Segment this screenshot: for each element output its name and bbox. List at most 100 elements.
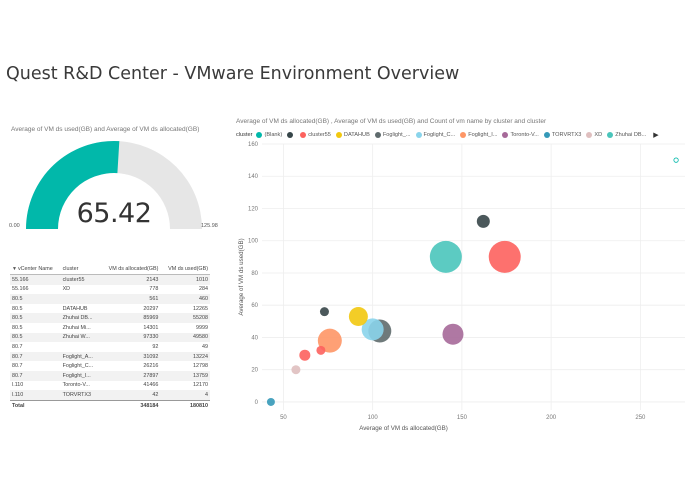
table-row[interactable]: 80.7 Foglight_C... 26216 12798 xyxy=(10,361,210,371)
cell-cluster: DATAHUB xyxy=(62,305,88,312)
table-row[interactable]: l.110 Toronto-V... 41466 12170 xyxy=(10,381,210,391)
scatter-point xyxy=(673,157,679,163)
cell-vcenter: 80.5 xyxy=(10,332,61,343)
cell-allocated: 20297 xyxy=(143,305,159,312)
y-tick-label: 0 xyxy=(255,400,259,406)
cell-vcenter: 80.7 xyxy=(10,351,61,362)
table-row[interactable]: 55.166 XD 778 284 xyxy=(10,285,210,295)
y-tick-label: 40 xyxy=(251,335,258,341)
legend-item[interactable] xyxy=(287,132,295,138)
cell-used: 460 xyxy=(160,294,210,304)
table-row[interactable]: 55.166 cluster55 2143 1010 xyxy=(10,274,210,285)
total-used: 180810 xyxy=(160,399,210,411)
y-tick-label: 80 xyxy=(251,271,258,277)
legend-label: Toronto-V... xyxy=(510,132,539,138)
cell-vcenter: l.110 xyxy=(12,382,24,389)
gauge-chart xyxy=(26,141,202,229)
y-tick-label: 60 xyxy=(251,303,258,309)
chevron-right-icon[interactable]: ▶ xyxy=(653,132,659,139)
cell-vcenter: 80.7 xyxy=(12,363,23,370)
scatter-visual[interactable]: Average of VM ds allocated(GB) , Average… xyxy=(232,118,695,438)
cell-vcenter: 55.166 xyxy=(12,286,29,293)
cell-cluster: XD xyxy=(62,286,71,293)
cell-allocated: 27897 xyxy=(99,370,161,381)
x-tick-label: 50 xyxy=(280,415,287,421)
gauge-max-label: 125.98 xyxy=(201,223,218,229)
total-label: Total xyxy=(10,399,61,411)
cell-cluster: Foglight_A... xyxy=(60,351,100,362)
table-row[interactable]: 80.5 Zhuhai DB... 85969 55208 xyxy=(10,313,210,323)
legend-item[interactable]: DATAHUB xyxy=(335,132,370,138)
table-row[interactable]: 80.7 Foglight_A... 31092 13224 xyxy=(10,351,210,362)
column-header-cluster[interactable]: cluster xyxy=(60,263,100,275)
legend-item[interactable]: XD xyxy=(586,132,602,138)
column-header-vcenter[interactable]: ▼vCenter Name xyxy=(10,263,61,275)
cell-cluster: Toronto-V... xyxy=(62,382,90,389)
y-tick-label: 160 xyxy=(248,142,259,148)
column-header-used[interactable]: VM ds used(GB) xyxy=(160,263,210,275)
legend-swatch xyxy=(502,132,509,138)
scatter-chart: 0 20 40 60 80 100 120 140 160 50 100 150 200 250 Avera… xyxy=(238,142,685,432)
cell-cluster: cluster55 xyxy=(60,274,100,285)
cell-allocated: 561 xyxy=(99,294,161,304)
cell-allocated: 778 xyxy=(149,286,159,293)
legend-label: Zhuhai DB... xyxy=(615,132,647,138)
legend-label: (Blank) xyxy=(264,132,283,138)
legend-item[interactable]: Zhuhai DB... xyxy=(607,132,646,138)
cell-used: 13759 xyxy=(160,370,210,381)
gauge-min-label: 0.00 xyxy=(9,223,20,229)
cell-vcenter: 80.5 xyxy=(12,324,23,331)
scatter-point xyxy=(488,240,521,273)
gauge-visual[interactable]: Average of VM ds used(GB) and Average of… xyxy=(0,124,230,234)
scatter-point xyxy=(266,397,275,406)
legend-swatch xyxy=(415,132,422,138)
table-row[interactable]: 80.5 DATAHUB 20297 12265 xyxy=(10,304,210,314)
cell-vcenter: l.110 xyxy=(10,390,61,401)
cell-vcenter: 55.166 xyxy=(10,274,61,285)
table-row[interactable]: 80.7 Foglight_I... 27897 13759 xyxy=(10,370,210,381)
cell-cluster: Foglight_I... xyxy=(60,370,100,381)
table-row[interactable]: 80.7 92 49 xyxy=(10,342,210,352)
gauge-fill xyxy=(26,141,120,229)
table-row[interactable]: 80.5 Zhuhai W... 97330 49580 xyxy=(10,332,210,343)
cell-cluster: Zhuhai Mi... xyxy=(62,324,91,331)
y-axis-label: Average of VM ds used(GB) xyxy=(238,238,245,315)
gauge-value: 65.42 xyxy=(76,198,152,229)
legend-item[interactable]: (Blank) xyxy=(256,132,282,138)
column-header-allocated[interactable]: VM ds allocated(GB) xyxy=(99,263,161,275)
x-tick-label: 200 xyxy=(546,415,557,421)
table-row[interactable]: 80.5 561 460 xyxy=(10,294,210,304)
table-total-row: Total 348184 180810 xyxy=(10,399,210,411)
legend-item[interactable]: cluster55 xyxy=(300,132,331,138)
scatter-point xyxy=(442,323,464,345)
legend-swatch xyxy=(300,132,307,138)
legend-swatch xyxy=(374,132,381,138)
scatter-point xyxy=(348,306,368,326)
legend-item[interactable]: Foglight_I... xyxy=(460,132,497,138)
legend-item[interactable]: Toronto-V... xyxy=(502,132,539,138)
table-row[interactable]: 80.5 Zhuhai Mi... 14301 9999 xyxy=(10,323,210,333)
cell-vcenter: 80.7 xyxy=(12,343,23,350)
y-tick-label: 100 xyxy=(248,239,259,245)
legend-item[interactable]: Foglight_C... xyxy=(415,132,455,138)
cell-used: 49 xyxy=(202,343,208,350)
scatter-point xyxy=(316,345,326,355)
legend-item[interactable]: Foglight_... xyxy=(374,132,411,138)
cell-used: 1010 xyxy=(160,274,210,285)
cell-used: 49580 xyxy=(160,332,210,343)
x-tick-label: 150 xyxy=(457,415,468,421)
table-row[interactable]: l.110 TORVRTX3 42 4 xyxy=(10,390,210,401)
scatter-point xyxy=(291,365,301,375)
page-title: Quest R&D Center - VMware Environment Ov… xyxy=(6,64,460,84)
vm-table-visual[interactable]: ▼vCenter Name cluster VM ds allocated(GB… xyxy=(10,263,210,411)
y-tick-label: 120 xyxy=(248,206,259,212)
legend-swatch xyxy=(335,132,342,138)
table-header-row: ▼vCenter Name cluster VM ds allocated(GB… xyxy=(10,263,210,275)
cell-used: 9999 xyxy=(196,324,208,331)
cell-vcenter: 80.5 xyxy=(12,305,23,312)
cell-allocated: 2143 xyxy=(99,274,161,285)
legend-label: XD xyxy=(594,132,603,138)
cell-cluster: Zhuhai W... xyxy=(60,332,100,343)
legend-item[interactable]: TORVRTX3 xyxy=(543,132,581,138)
y-tick-label: 140 xyxy=(248,174,259,180)
